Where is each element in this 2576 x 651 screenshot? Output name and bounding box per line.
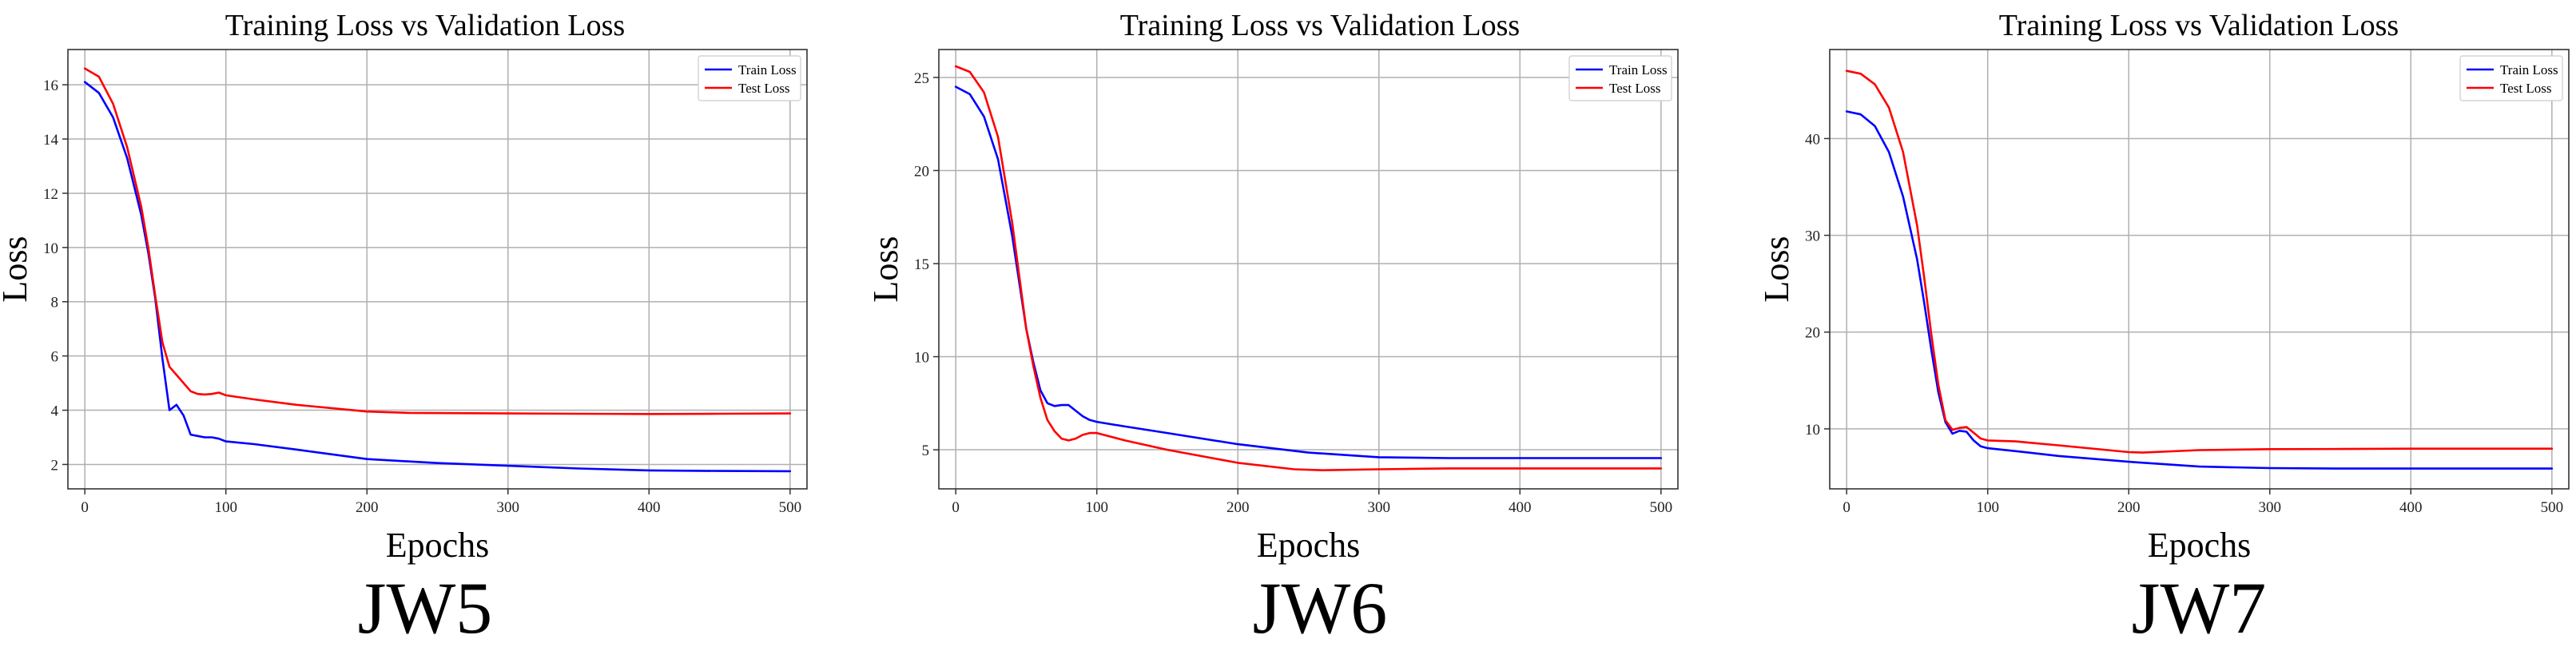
y-tick-label: 16 [43,77,58,94]
chart-panel-3: Training Loss vs Validation Loss 0 100 200 3… [1757,9,2570,649]
legend-box [1568,55,1672,101]
x-axis-label: Epochs [2148,526,2252,565]
legend-entry: Test Loss [1609,81,1660,96]
plot-frame [67,49,808,490]
x-tick-label: 200 [356,499,379,516]
chart-title: Training Loss vs Validation Loss [1120,9,1520,42]
legend-entry: Test Loss [2500,81,2551,96]
series-line-train-loss [83,81,792,473]
chart-title: Training Loss vs Validation Loss [1999,9,2399,42]
y-axis-label: Loss [1757,236,1796,302]
legend-entry: Train Loss [2500,62,2558,77]
plot-frame [1829,49,2570,490]
x-tick-label: 100 [1976,499,1999,516]
series-line-train-loss [954,85,1663,459]
panel-caption: JW5 [358,567,493,649]
chart-panel-2: Training Loss vs Validation Loss 0 100 200 3… [866,9,1679,649]
y-tick-label: 8 [51,295,59,312]
series-line-test-loss [83,67,792,415]
x-tick-label: 100 [214,499,237,516]
x-tick-label: 0 [1843,499,1851,516]
x-tick-label: 0 [81,499,89,516]
legend-box [698,55,801,101]
legend-entry: Test Loss [738,81,789,96]
legend-entry: Train Loss [1609,62,1668,77]
legend: Train Loss Test Loss [698,55,801,101]
y-tick-label: 10 [43,240,58,257]
y-axis-label: Loss [0,236,34,302]
x-axis-label: Epochs [1257,526,1361,565]
x-tick-label: 0 [952,499,960,516]
y-tick-label: 10 [914,350,929,367]
y-tick-label: 2 [51,457,59,474]
x-tick-label: 500 [779,499,802,516]
x-tick-label: 200 [1226,499,1250,516]
y-tick-label: 10 [1805,422,1820,439]
y-tick-label: 6 [51,349,59,366]
x-tick-label: 200 [2117,499,2141,516]
y-axis-label: Loss [866,236,905,302]
y-tick-label: 25 [914,70,929,87]
legend-box [2459,55,2563,101]
x-tick-label: 100 [1085,499,1108,516]
y-tick-label: 20 [914,163,929,180]
panel-caption: JW6 [1253,567,1388,649]
x-tick-label: 300 [2259,499,2282,516]
legend: Train Loss Test Loss [1568,55,1672,101]
x-axis-label: Epochs [386,526,490,565]
y-tick-label: 4 [51,403,59,420]
legend-entry: Train Loss [738,62,797,77]
y-tick-label: 30 [1805,228,1820,245]
y-tick-label: 20 [1805,325,1820,342]
x-tick-label: 300 [497,499,520,516]
x-tick-label: 300 [1368,499,1391,516]
series-line-train-loss [1845,110,2554,470]
x-tick-label: 500 [2541,499,2564,516]
series-line-test-loss [1845,69,2554,454]
chart-panel-1: Training Loss vs Validation Loss 0 100 200 3… [0,9,808,649]
y-tick-label: 40 [1805,131,1820,148]
x-tick-label: 400 [1509,499,1532,516]
panel-caption: JW7 [2132,567,2267,649]
y-tick-label: 15 [914,256,929,273]
series-line-test-loss [954,65,1663,472]
y-tick-label: 12 [43,186,58,203]
legend: Train Loss Test Loss [2459,55,2563,101]
chart-title: Training Loss vs Validation Loss [225,9,625,42]
plot-frame [938,49,1679,490]
y-tick-label: 5 [922,443,930,459]
x-tick-label: 400 [638,499,661,516]
y-tick-label: 14 [43,132,59,149]
x-tick-label: 500 [1650,499,1673,516]
x-tick-label: 400 [2399,499,2423,516]
